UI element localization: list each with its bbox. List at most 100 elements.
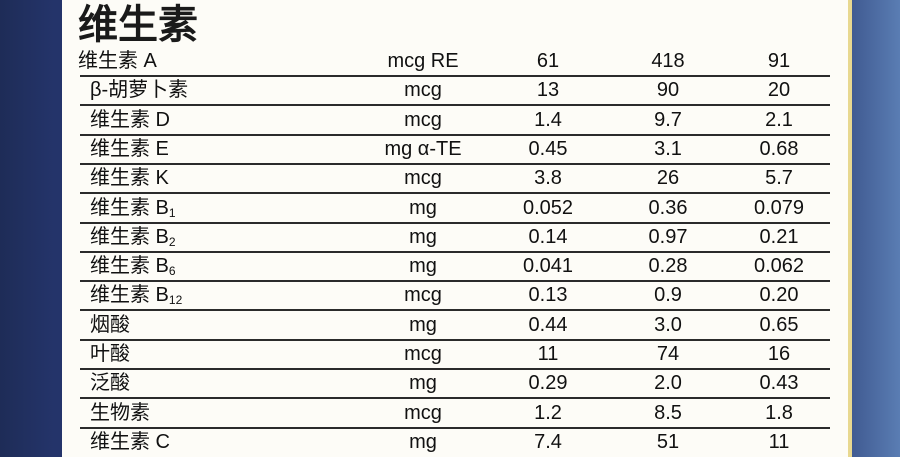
value: 0.29 [528, 372, 568, 395]
unit: mg [409, 430, 437, 453]
row-name: 维生素 B12 [90, 283, 182, 312]
value: 3.0 [654, 313, 682, 336]
unit: mcg [404, 108, 442, 131]
value: 51 [656, 430, 680, 453]
unit: mcg [404, 79, 442, 102]
value: 26 [656, 167, 680, 190]
unit: mcg [404, 343, 442, 365]
unit: mg [409, 313, 437, 336]
name-text: β-胡萝卜素 [90, 79, 189, 102]
value: 0.041 [522, 255, 574, 278]
row-rule [80, 221, 830, 224]
row-rule [80, 280, 830, 283]
row-rule [80, 426, 830, 429]
value: 61 [536, 50, 560, 72]
unit: mg α-TE [384, 137, 462, 160]
name-text: 泛酸 [90, 372, 130, 395]
value: 91 [767, 50, 791, 72]
name-subscript: 2 [168, 234, 176, 249]
value: 0.97 [648, 225, 688, 248]
unit: mg [409, 196, 437, 219]
value: 20 [767, 79, 791, 102]
name-text: 生物素 [90, 401, 150, 424]
value: 9.7 [654, 108, 682, 131]
row-name: β-胡萝卜素 [90, 78, 188, 102]
row-name: 维生素 B6 [90, 254, 176, 283]
value: 8.5 [654, 401, 682, 424]
row-rule [80, 309, 830, 312]
name-text: 维生素 E [90, 137, 169, 160]
name-text: 维生素 B [90, 284, 169, 307]
unit: mcg [404, 284, 442, 307]
name-text: 叶酸 [90, 343, 130, 365]
row-name: 生物素 [90, 401, 150, 425]
value: 3.8 [534, 167, 562, 190]
name-text: 维生素 D [90, 108, 170, 131]
row-rule [80, 133, 830, 136]
row-rule [80, 338, 830, 341]
value: 1.2 [534, 401, 562, 424]
value: 0.9 [654, 284, 682, 307]
value: 0.43 [759, 372, 799, 395]
name-text: 维生素 B [90, 196, 169, 219]
row-name: 维生素 A [78, 49, 157, 73]
unit: mg [409, 225, 437, 248]
row-name: 维生素 B1 [90, 196, 176, 225]
value: 74 [656, 343, 680, 365]
value: 0.44 [528, 313, 568, 336]
value: 3.1 [654, 137, 682, 160]
row-rule [80, 192, 830, 195]
value: 16 [767, 343, 791, 365]
value: 90 [656, 79, 680, 102]
value: 1.4 [534, 108, 562, 131]
name-text: 烟酸 [90, 313, 130, 336]
name-subscript: 1 [168, 205, 176, 220]
name-text: 维生素 B [90, 255, 169, 278]
value: 2.1 [765, 108, 793, 131]
value: 2.0 [654, 372, 682, 395]
value: 0.062 [753, 255, 805, 278]
row-name: 泛酸 [90, 371, 130, 395]
value: 0.052 [522, 196, 574, 219]
name-text: 维生素 A [78, 50, 157, 72]
row-rule [80, 75, 830, 77]
unit: mcg RE [387, 50, 459, 72]
row-rule [80, 250, 830, 253]
row-name: 维生素 B2 [90, 225, 176, 254]
value: 0.68 [759, 137, 799, 160]
name-text: 维生素 C [90, 430, 170, 453]
value: 0.13 [528, 284, 568, 307]
row-name: 维生素 E [90, 137, 169, 161]
row-rule [80, 162, 830, 165]
value: 0.20 [759, 284, 799, 307]
name-subscript: 6 [168, 264, 176, 279]
row-name: 维生素 D [90, 108, 170, 132]
value: 0.45 [528, 137, 568, 160]
value: 5.7 [765, 167, 793, 190]
value: 0.65 [759, 313, 799, 336]
value: 0.14 [528, 225, 568, 248]
row-name: 维生素 C [90, 430, 170, 454]
value: 0.36 [648, 196, 688, 219]
value: 418 [651, 50, 685, 72]
title: 维生素 [78, 3, 198, 47]
name-text: 维生素 B [90, 225, 169, 248]
value: 11 [768, 430, 790, 453]
row-rule [80, 368, 830, 370]
unit: mcg [404, 401, 442, 424]
row-name: 烟酸 [90, 313, 130, 337]
value: 0.079 [753, 196, 805, 219]
unit: mcg [404, 167, 442, 190]
value: 1.8 [765, 401, 793, 424]
row-rule [80, 104, 830, 107]
name-subscript: 12 [168, 293, 183, 308]
value: 11 [537, 343, 559, 365]
name-text: 维生素 K [90, 167, 169, 190]
row-rule [80, 397, 830, 400]
row-name: 维生素 K [90, 166, 169, 190]
row-name: 叶酸 [90, 342, 130, 366]
unit: mg [409, 255, 437, 278]
unit: mg [409, 372, 437, 395]
value: 7.4 [534, 430, 562, 453]
